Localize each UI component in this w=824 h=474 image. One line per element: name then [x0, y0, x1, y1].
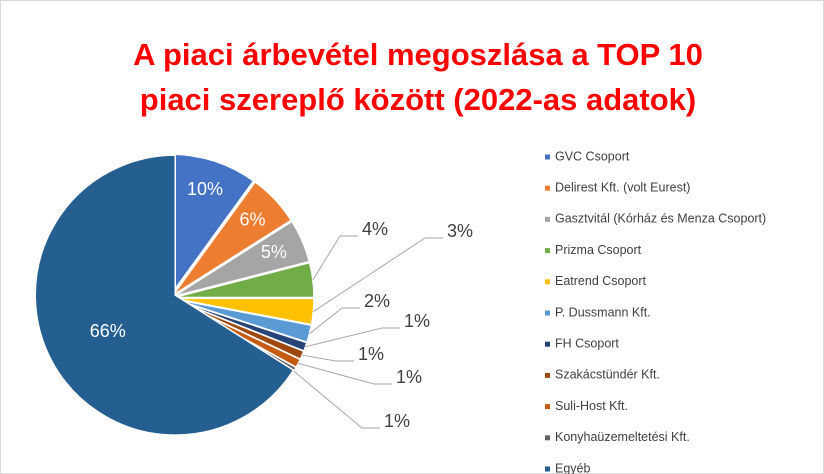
legend-label: FH Csoport — [555, 336, 619, 350]
chart-title: piaci szereplő között (2022-as adatok) — [140, 82, 696, 117]
legend-marker — [545, 435, 550, 441]
legend-marker — [545, 279, 550, 285]
data-label: 66% — [90, 321, 126, 341]
legend-marker — [545, 310, 550, 316]
data-label: 6% — [240, 209, 266, 229]
legend-label: Eatrend Csoport — [555, 274, 647, 288]
data-label: 2% — [364, 291, 390, 311]
leader-line — [302, 354, 354, 362]
pie-slice — [173, 220, 311, 298]
pie-slice — [172, 180, 293, 296]
data-label: 10% — [187, 179, 223, 199]
legend-marker — [545, 185, 550, 191]
legend-marker — [545, 216, 550, 222]
legend-label: Prizma Csoport — [555, 243, 642, 257]
pie-slice — [173, 261, 315, 299]
legend-label: GVC Csoport — [555, 149, 630, 163]
data-label: 1% — [358, 344, 384, 364]
leader-line — [313, 237, 443, 312]
legend-marker — [545, 404, 550, 410]
leader-line — [312, 235, 358, 281]
legend-marker — [545, 372, 550, 378]
legend-marker — [545, 466, 550, 472]
pie-slice — [34, 154, 295, 436]
legend-marker — [545, 248, 550, 254]
data-label: 4% — [362, 219, 388, 239]
legend-label: Konyhaüzemeltetési Kft. — [555, 430, 690, 444]
legend-label: Egyéb — [555, 461, 590, 474]
leader-line — [305, 327, 400, 348]
chart-title: A piaci árbevétel megoszlása a TOP 10 — [133, 37, 703, 72]
leader-line — [298, 362, 392, 385]
legend-label: P. Dussmann Kft. — [555, 305, 651, 319]
legend-marker — [545, 154, 550, 160]
data-label: 3% — [447, 221, 473, 241]
data-label: 1% — [384, 411, 410, 431]
data-label: 5% — [261, 242, 287, 262]
legend-label: Delirest Kft. (volt Eurest) — [555, 180, 690, 194]
leader-line — [309, 307, 360, 335]
data-label: 1% — [396, 367, 422, 387]
legend-label: Gasztvitál (Kórház és Menza Csoport) — [555, 212, 766, 226]
legend-label: Suli-Host Kft. — [555, 399, 628, 413]
legend-label: Szakácstündér Kft. — [555, 368, 660, 382]
pie-slice — [170, 153, 255, 297]
leader-line — [293, 370, 380, 429]
data-label: 1% — [404, 311, 430, 331]
legend-marker — [545, 341, 550, 347]
